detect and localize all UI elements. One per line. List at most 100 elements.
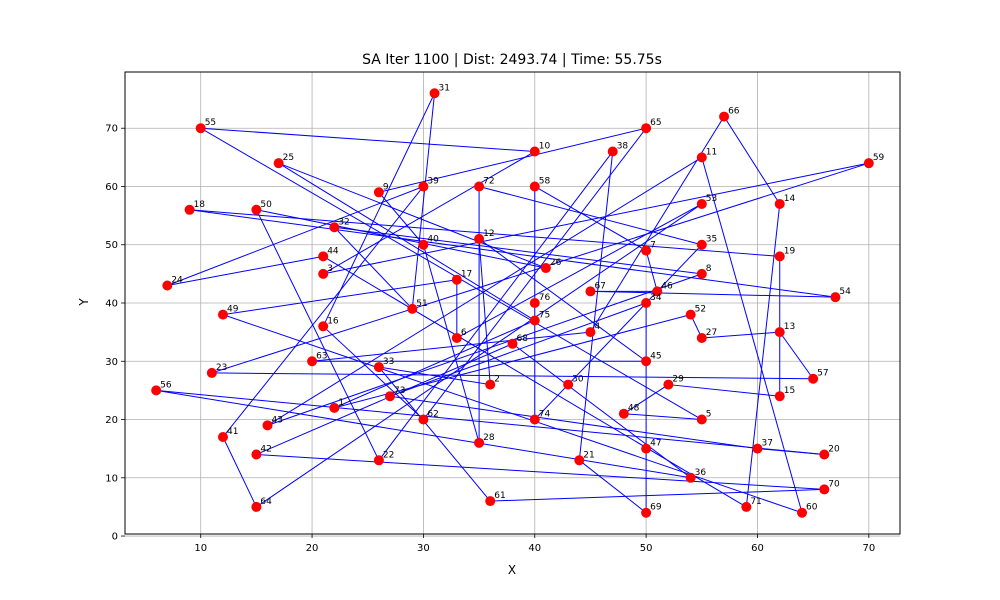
city-point: [529, 414, 540, 425]
city-point: [373, 362, 384, 373]
city-point: [206, 367, 217, 378]
city-label: 59: [873, 153, 885, 163]
city-label: 45: [650, 351, 661, 361]
tour-edge: [389, 395, 758, 450]
city-point: [474, 233, 485, 244]
tour-edge: [745, 203, 781, 507]
tour-edge: [456, 203, 703, 339]
tour-edge: [668, 384, 780, 397]
tour-edge: [512, 343, 691, 479]
tour-edge: [723, 116, 781, 205]
city-point: [585, 286, 596, 297]
city-label: 15: [784, 386, 795, 396]
tour-edge: [423, 127, 647, 420]
city-point: [819, 449, 830, 460]
city-point: [373, 455, 384, 466]
city-point: [329, 222, 340, 233]
y-tick-label: 40: [105, 299, 118, 310]
tour-edge: [333, 226, 413, 310]
city-point: [451, 332, 462, 343]
city-label: 76: [539, 293, 551, 303]
tour-edge: [567, 244, 703, 385]
city-point: [529, 315, 540, 326]
city-point: [830, 292, 841, 303]
city-label: 19: [784, 246, 796, 256]
city-label: 47: [650, 439, 661, 449]
tour-edge: [478, 238, 647, 362]
city-labels: 1234567891011121314151617181920212223242…: [160, 83, 884, 512]
tour-edge: [334, 226, 702, 275]
tour-edges: [156, 93, 869, 514]
city-label: 63: [316, 351, 327, 361]
city-label: 5: [706, 410, 712, 420]
tour-edge: [222, 314, 803, 514]
tour-edge: [389, 302, 647, 397]
city-point: [162, 280, 173, 291]
city-label: 44: [327, 246, 339, 256]
city-point: [329, 402, 340, 413]
tour-edge: [701, 331, 780, 339]
city-label: 18: [194, 200, 206, 210]
city-label: 20: [828, 444, 840, 454]
city-label: 38: [617, 142, 629, 152]
city-point: [797, 507, 808, 518]
city-point: [641, 245, 652, 256]
city-point: [585, 327, 596, 338]
city-label: 40: [427, 235, 439, 245]
city-point: [273, 158, 284, 169]
city-point: [485, 379, 496, 390]
city-label: 57: [817, 369, 828, 379]
city-point: [373, 187, 384, 198]
city-point: [385, 391, 396, 402]
city-point: [563, 379, 574, 390]
city-label: 6: [461, 328, 467, 338]
city-point: [529, 181, 540, 192]
y-tick-label: 0: [112, 532, 118, 543]
city-point: [696, 332, 707, 343]
city-point: [618, 408, 629, 419]
city-label: 67: [594, 281, 605, 291]
tour-edge: [167, 255, 324, 287]
city-point: [641, 356, 652, 367]
city-label: 69: [650, 503, 662, 513]
city-label: 27: [706, 328, 717, 338]
city-label: 61: [494, 491, 505, 501]
tour-edge: [278, 162, 547, 269]
x-tick-label: 10: [194, 543, 207, 554]
city-label: 43: [272, 415, 283, 425]
city-point: [607, 146, 618, 157]
y-tick-label: 70: [105, 124, 118, 135]
city-label: 29: [672, 375, 684, 385]
tour-edge: [490, 488, 825, 502]
city-label: 23: [216, 363, 227, 373]
tour-edge: [578, 151, 614, 461]
city-point: [529, 298, 540, 308]
y-tick-label: 50: [105, 240, 118, 251]
city-label: 55: [205, 118, 216, 128]
tour-edge: [200, 127, 535, 153]
tour-edge: [222, 186, 424, 438]
tour-edge: [623, 413, 702, 421]
x-tick-label: 60: [751, 543, 764, 554]
city-label: 51: [416, 299, 427, 309]
city-point: [641, 507, 652, 518]
city-point: [507, 338, 518, 349]
city-label: 7: [650, 241, 656, 251]
x-axis-ticks: 10 20 30 40 50 60 70: [194, 534, 875, 554]
x-tick-label: 20: [306, 543, 319, 554]
y-axis-ticks: 0 10 20 30 40 50 60 70: [105, 124, 125, 543]
city-label: 16: [327, 316, 339, 326]
city-label: 14: [784, 194, 796, 204]
city-point: [418, 181, 429, 192]
city-point: [318, 268, 329, 279]
city-point: [774, 327, 785, 338]
city-label: 52: [695, 305, 706, 315]
x-tick-label: 70: [862, 543, 875, 554]
city-label: 28: [483, 433, 495, 443]
city-label: 39: [427, 176, 439, 186]
tour-edge: [189, 209, 836, 298]
city-label: 64: [260, 497, 272, 507]
y-tick-label: 30: [105, 357, 118, 368]
city-label: 65: [650, 118, 661, 128]
